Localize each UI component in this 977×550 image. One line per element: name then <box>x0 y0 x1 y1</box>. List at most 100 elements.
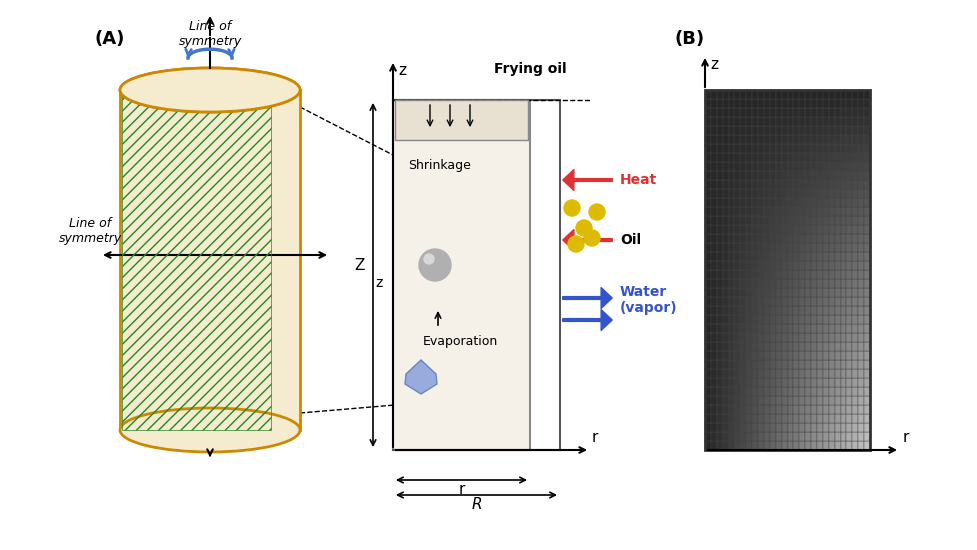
Bar <box>746 216 752 225</box>
Bar <box>793 270 799 279</box>
Bar <box>746 180 752 189</box>
Bar <box>776 207 782 216</box>
Bar <box>811 90 817 99</box>
Bar <box>752 252 758 261</box>
Bar <box>717 153 723 162</box>
Bar <box>787 90 793 99</box>
Bar <box>805 315 811 324</box>
Bar <box>852 135 858 144</box>
Bar <box>770 288 776 297</box>
Bar <box>787 207 793 216</box>
Bar <box>770 351 776 360</box>
Circle shape <box>419 249 451 281</box>
Bar <box>840 288 846 297</box>
Bar <box>705 153 711 162</box>
Bar <box>764 180 770 189</box>
Bar <box>705 90 870 450</box>
Bar <box>723 261 729 270</box>
Bar <box>840 180 846 189</box>
Bar <box>864 441 870 450</box>
Bar <box>828 144 834 153</box>
Bar <box>758 297 764 306</box>
Bar <box>805 198 811 207</box>
Bar <box>864 171 870 180</box>
Bar <box>858 405 864 414</box>
Bar <box>817 387 823 396</box>
Bar <box>828 216 834 225</box>
Bar <box>770 108 776 117</box>
Bar <box>746 423 752 432</box>
Bar <box>746 342 752 351</box>
Bar <box>741 378 746 387</box>
Bar <box>864 279 870 288</box>
Bar <box>752 171 758 180</box>
Bar <box>793 342 799 351</box>
Bar <box>823 198 828 207</box>
Bar <box>817 369 823 378</box>
Bar <box>828 117 834 126</box>
Bar <box>793 414 799 423</box>
Bar <box>793 126 799 135</box>
Bar <box>852 432 858 441</box>
Bar <box>817 333 823 342</box>
Bar <box>834 252 840 261</box>
Bar <box>858 243 864 252</box>
Bar <box>799 441 805 450</box>
Bar <box>823 171 828 180</box>
Bar <box>823 315 828 324</box>
Bar <box>823 189 828 198</box>
Bar <box>770 153 776 162</box>
Bar <box>834 441 840 450</box>
Bar <box>723 153 729 162</box>
Bar <box>823 207 828 216</box>
Bar <box>782 126 787 135</box>
Bar <box>752 117 758 126</box>
Bar <box>817 225 823 234</box>
Bar <box>776 369 782 378</box>
Bar <box>858 315 864 324</box>
Bar <box>746 351 752 360</box>
Bar <box>787 405 793 414</box>
Bar <box>799 261 805 270</box>
Bar <box>776 396 782 405</box>
Bar <box>846 198 852 207</box>
Bar <box>858 360 864 369</box>
Bar <box>834 216 840 225</box>
Bar <box>828 279 834 288</box>
Bar <box>805 432 811 441</box>
Bar <box>705 261 711 270</box>
Bar <box>858 189 864 198</box>
Bar <box>723 243 729 252</box>
Bar <box>711 378 717 387</box>
Bar <box>852 90 858 99</box>
Bar <box>852 234 858 243</box>
Bar <box>864 180 870 189</box>
Bar <box>717 396 723 405</box>
Bar <box>799 387 805 396</box>
Bar <box>758 405 764 414</box>
Bar <box>746 117 752 126</box>
Bar <box>746 225 752 234</box>
Bar <box>811 243 817 252</box>
Bar <box>723 414 729 423</box>
Bar <box>746 198 752 207</box>
Bar <box>840 144 846 153</box>
Bar <box>793 234 799 243</box>
Bar <box>741 279 746 288</box>
Bar <box>758 423 764 432</box>
Bar <box>782 360 787 369</box>
Bar <box>840 387 846 396</box>
Bar <box>758 333 764 342</box>
Bar <box>723 333 729 342</box>
Circle shape <box>589 204 605 220</box>
Bar <box>793 207 799 216</box>
Bar <box>840 198 846 207</box>
Bar <box>817 351 823 360</box>
Bar <box>705 297 711 306</box>
Bar <box>852 261 858 270</box>
Bar <box>764 441 770 450</box>
Bar <box>852 441 858 450</box>
Bar <box>828 225 834 234</box>
Bar <box>711 108 717 117</box>
Bar <box>729 189 735 198</box>
